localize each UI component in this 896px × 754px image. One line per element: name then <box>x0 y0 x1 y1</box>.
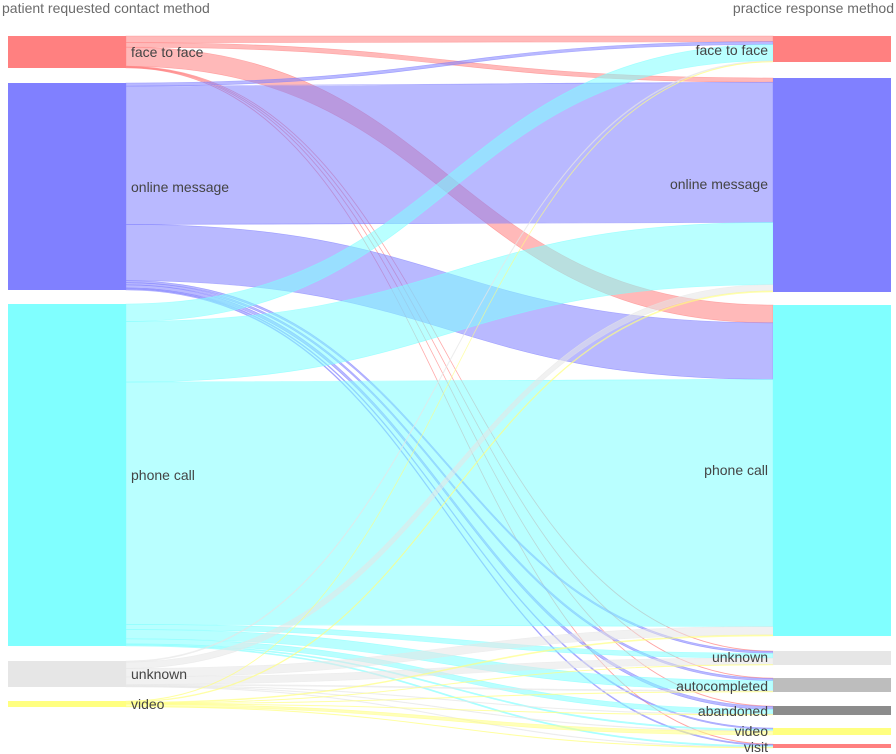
target-label-online-message: online message <box>670 176 768 192</box>
target-label-autocompleted: autocompleted <box>676 678 768 694</box>
source-node-video <box>8 701 126 707</box>
source-node-phone-call <box>8 304 126 646</box>
flow-face-to-face-to-face-to-face <box>125 35 774 44</box>
target-node-unknown <box>773 651 891 665</box>
target-node-autocompleted <box>773 678 891 692</box>
flow-links <box>125 35 774 749</box>
target-node-online-message <box>773 78 891 292</box>
target-node-visit <box>773 744 891 748</box>
flow-online-message-to-online-message <box>125 81 774 225</box>
target-label-face-to-face: face to face <box>696 42 769 58</box>
target-node-phone-call <box>773 305 891 636</box>
right-axis-title: practice response method <box>733 0 894 16</box>
source-label-video: video <box>131 696 165 712</box>
left-axis-title: patient requested contact method <box>2 0 210 16</box>
source-node-online-message <box>8 83 126 290</box>
target-node-face-to-face <box>773 36 891 62</box>
node-labels: face to face online message phone call unkn… <box>131 42 768 754</box>
target-label-phone-call: phone call <box>704 462 768 478</box>
flow-phone-call-to-phone-call <box>125 379 774 627</box>
target-label-video: video <box>735 723 769 739</box>
target-label-abandoned: abandoned <box>698 703 768 719</box>
target-label-unknown: unknown <box>712 649 768 665</box>
source-label-phone-call: phone call <box>131 467 195 483</box>
source-label-face-to-face: face to face <box>131 44 204 60</box>
source-node-unknown <box>8 661 126 687</box>
source-label-unknown: unknown <box>131 666 187 682</box>
source-label-online-message: online message <box>131 179 229 195</box>
target-node-video <box>773 728 891 735</box>
target-node-abandoned <box>773 706 891 715</box>
sankey-nodes <box>8 36 891 748</box>
target-label-visit: visit <box>744 739 768 754</box>
source-node-face-to-face <box>8 36 126 68</box>
